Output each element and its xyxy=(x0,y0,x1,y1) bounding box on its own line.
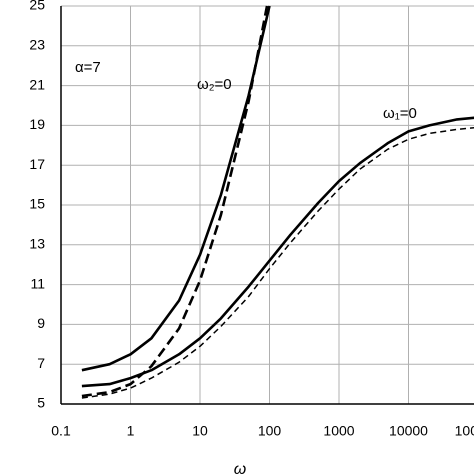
y-tick-label: 23 xyxy=(29,37,45,53)
x-tick-label: 0.1 xyxy=(51,423,71,439)
y-tick-label: 5 xyxy=(37,395,45,411)
x-tick-label: 100000 xyxy=(455,423,474,439)
y-tick-label: 21 xyxy=(29,76,45,92)
line-series xyxy=(81,116,474,388)
line-series xyxy=(81,127,474,399)
line-series xyxy=(81,5,269,398)
annotation: ω₂=0 xyxy=(197,76,232,93)
line-series xyxy=(81,5,271,372)
x-tick-label: 1 xyxy=(127,423,135,439)
x-tick-label: 10000 xyxy=(389,423,428,439)
x-tick-label: 100 xyxy=(258,423,282,439)
y-tick-label: 15 xyxy=(29,196,45,212)
y-tick-label: 17 xyxy=(29,156,45,172)
y-tick-label: 25 xyxy=(29,0,45,13)
x-tick-label: 10 xyxy=(192,423,208,439)
x-axis-label: ω xyxy=(234,461,246,474)
y-tick-label: 7 xyxy=(37,355,45,371)
y-tick-label: 11 xyxy=(30,275,45,291)
y-tick-label: 19 xyxy=(29,116,45,132)
annotation: α=7 xyxy=(75,59,101,76)
x-tick-label: 1000 xyxy=(323,423,354,439)
y-tick-label: 9 xyxy=(37,315,45,331)
annotation: ω₁=0 xyxy=(383,105,417,122)
y-tick-label: 13 xyxy=(29,236,45,252)
